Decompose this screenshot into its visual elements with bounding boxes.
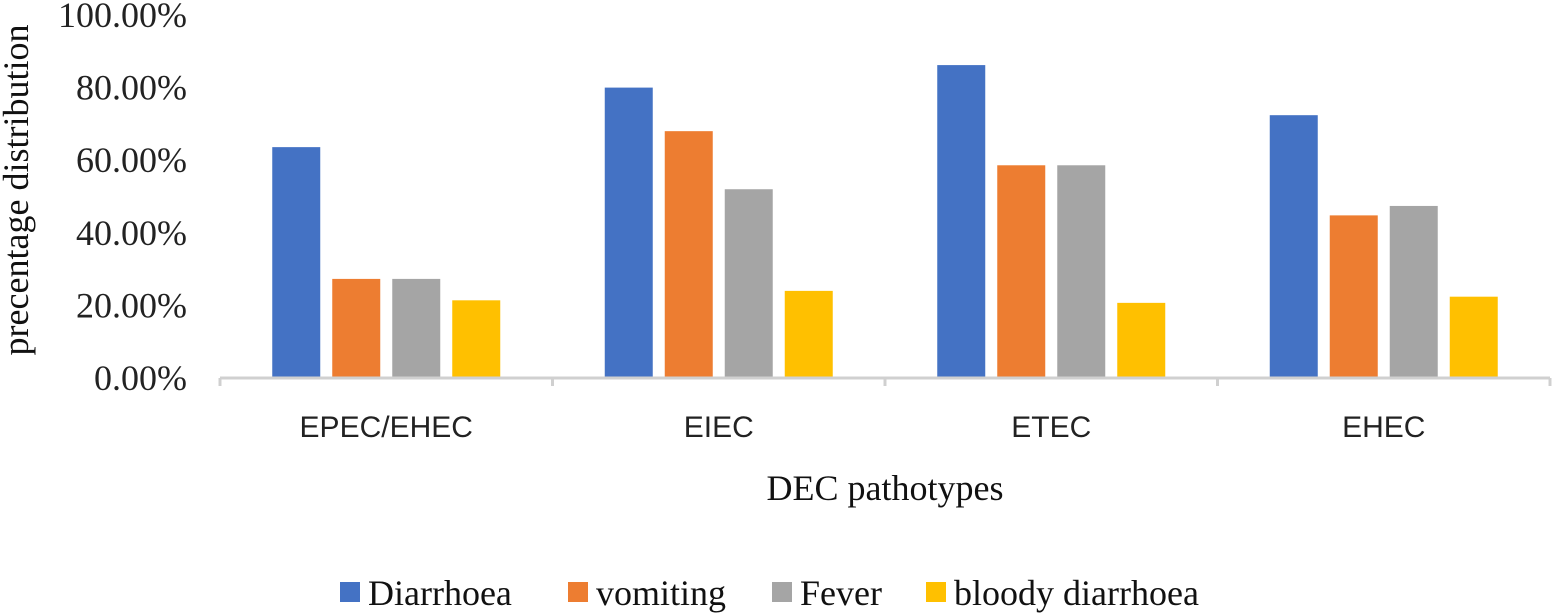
y-tick-label: 20.00% xyxy=(76,285,187,325)
legend-label: vomiting xyxy=(596,573,726,613)
x-axis-ticks: EPEC/EHEC EIEC ETEC EHEC xyxy=(300,411,1426,444)
bar-bloody-diarrhoea-ehec xyxy=(1449,296,1498,378)
legend-label: Fever xyxy=(800,573,882,613)
bar-diarrhoea-epec-ehec xyxy=(272,147,321,378)
legend-label: Diarrhoea xyxy=(368,573,512,613)
y-axis-ticks: 0.00% 20.00% 40.00% 60.00% 80.00% 100.00% xyxy=(58,0,187,398)
bar-vomiting-epec-ehec xyxy=(332,278,381,378)
bar-vomiting-etec xyxy=(997,165,1046,378)
bar-fever-eiec xyxy=(724,189,773,378)
y-tick-label: 40.00% xyxy=(76,213,187,253)
bars xyxy=(272,65,1498,379)
x-axis-title: DEC pathotypes xyxy=(767,468,1004,508)
bar-diarrhoea-eiec xyxy=(604,87,653,378)
bar-vomiting-ehec xyxy=(1329,215,1378,378)
legend-swatch xyxy=(568,582,588,602)
bar-vomiting-eiec xyxy=(664,131,713,378)
y-tick-label: 60.00% xyxy=(76,140,187,180)
x-axis xyxy=(218,376,1552,386)
legend-swatch xyxy=(926,582,946,602)
bar-diarrhoea-etec xyxy=(937,65,986,379)
y-axis-title: precentage distribution xyxy=(0,25,36,356)
y-tick-label: 100.00% xyxy=(58,0,187,35)
bar-bloody-diarrhoea-epec-ehec xyxy=(452,300,501,378)
legend-swatch xyxy=(340,582,360,602)
bar-fever-ehec xyxy=(1389,205,1438,378)
bar-bloody-diarrhoea-etec xyxy=(1117,302,1166,378)
bar-diarrhoea-ehec xyxy=(1269,115,1318,379)
legend-label: bloody diarrhoea xyxy=(954,573,1199,613)
bar-fever-epec-ehec xyxy=(392,278,441,378)
y-tick-label: 0.00% xyxy=(94,358,187,398)
legend: Diarrhoea vomiting Fever bloody diarrhoea xyxy=(340,573,1199,613)
bar-bloody-diarrhoea-eiec xyxy=(784,290,833,378)
x-tick-label: EIEC xyxy=(684,411,754,444)
x-tick-label: EHEC xyxy=(1342,411,1425,444)
x-tick-label: EPEC/EHEC xyxy=(300,411,473,444)
y-tick-label: 80.00% xyxy=(76,68,187,108)
bar-fever-etec xyxy=(1057,165,1106,378)
x-tick-label: ETEC xyxy=(1011,411,1091,444)
legend-swatch xyxy=(772,582,792,602)
